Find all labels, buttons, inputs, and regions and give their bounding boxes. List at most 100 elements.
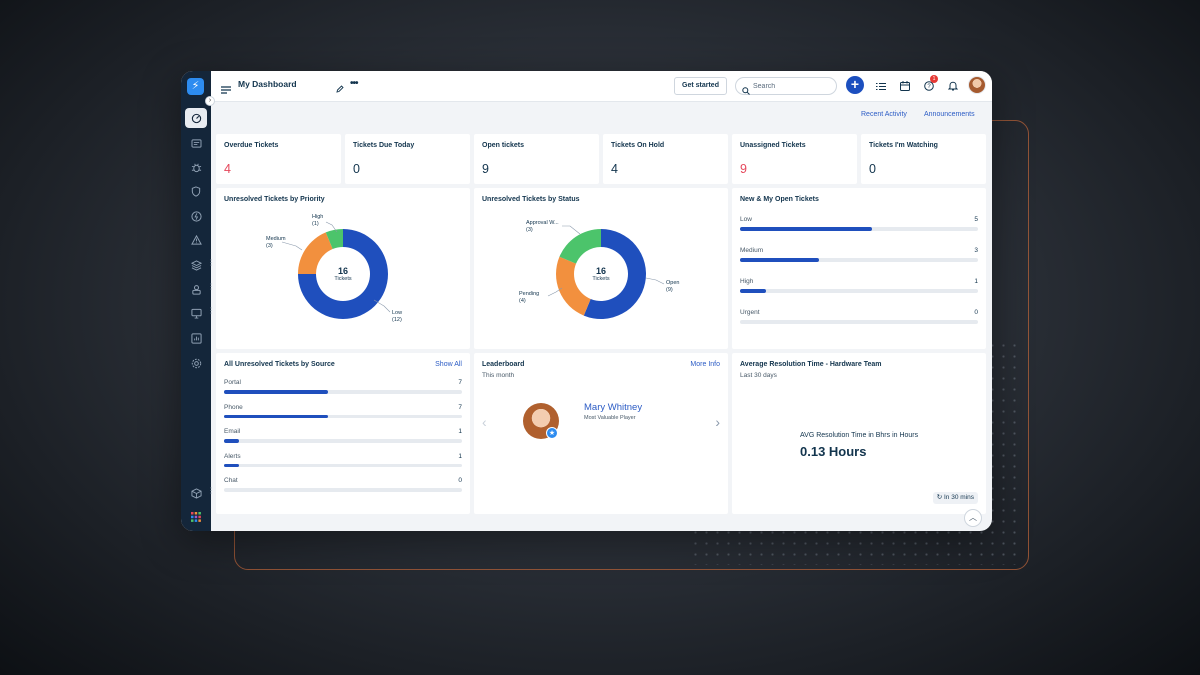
source-title: All Unresolved Tickets by Source [224,361,335,368]
bar-value: 3 [974,247,978,254]
summary-card-overdue[interactable]: Overdue Tickets 4 [216,134,341,184]
bar-row-portal[interactable]: Portal 7 [224,379,462,395]
bar-value: 1 [458,452,462,460]
label-leader-line [645,277,665,285]
search-icon [742,82,750,100]
more-info-link[interactable]: More Info [690,361,720,368]
bar-fill [224,414,329,418]
bell-icon[interactable] [946,79,960,93]
bar-value: 0 [974,309,978,316]
dashboard-icon[interactable] [185,108,207,128]
summary-card-label: Overdue Tickets [224,142,279,149]
shield-icon[interactable] [187,182,205,200]
donut-slice-medium[interactable] [298,232,333,274]
avg-resolution-value: 0.13 Hours [800,444,867,459]
summary-card-on-hold[interactable]: Tickets On Hold 4 [603,134,728,184]
summary-card-unassigned[interactable]: Unassigned Tickets 9 [732,134,857,184]
top-bar: My Dashboard ••• Get started + ? 1 [211,71,992,102]
bug-icon[interactable] [187,158,205,176]
refresh-icon: ↻ [936,494,943,501]
donut-slice-open[interactable] [583,229,646,319]
bar-row-alerts[interactable]: Alerts 1 [224,453,462,469]
monitor-icon[interactable] [187,304,205,322]
bar-row-urgent[interactable]: Urgent 0 [740,309,978,325]
bar-label: Chat [224,477,238,484]
status-label-pending: Pending (4) [519,291,540,304]
monitor-more-icon[interactable]: ⋮ [207,306,215,315]
leader-name[interactable]: Mary Whitney [584,402,643,413]
layers-icon[interactable] [187,256,205,274]
app-logo-icon[interactable]: ⚡ [187,78,204,95]
donut-slice-high[interactable] [325,229,343,250]
user-avatar[interactable] [968,76,986,94]
bar-track [740,289,978,293]
label-leader-line [325,221,338,233]
new-open-title: New & My Open Tickets [740,196,819,203]
new-item-button[interactable]: + [846,76,864,94]
bar-value: 1 [458,428,462,435]
avg-resolution-label: AVG Resolution Time in Bhrs in Hours [800,432,919,439]
show-all-link[interactable]: Show All [435,361,462,368]
summary-card-label: Open tickets [482,142,525,149]
contacts-icon[interactable] [187,280,205,298]
refresh-timer[interactable]: ↻ In 30 mins [932,492,978,504]
bar-label: Portal [224,379,241,386]
leaderboard-title: Leaderboard [482,361,525,368]
search-input[interactable] [753,81,833,92]
recent-activity-link[interactable]: Recent Activity [861,111,907,118]
contacts-more-icon[interactable]: ⋮ [207,282,215,291]
prev-arrow-icon[interactable]: ‹ [482,414,487,430]
avg-resolution-card: Average Resolution Time - Hardware Team … [732,353,986,514]
bar-value: 0 [458,477,462,484]
search-box[interactable] [735,77,837,95]
label-leader-line [547,287,563,297]
bar-row-high[interactable]: High 1 [740,278,978,294]
summary-card-label: Tickets On Hold [611,142,665,149]
summary-card-due-today[interactable]: Tickets Due Today 0 [345,134,470,184]
next-arrow-icon[interactable]: › [715,414,720,430]
summary-card-label: Unassigned Tickets [740,142,806,149]
get-started-button[interactable]: Get started [674,77,727,95]
status-donut-chart[interactable] [474,188,728,349]
donut-slice-approval-w-[interactable] [559,229,601,264]
bar-row-phone[interactable]: Phone 7 [224,404,462,420]
bar-row-email[interactable]: Email 1 [224,428,462,444]
apps-grid-icon[interactable] [187,508,205,526]
warning-icon[interactable] [187,231,205,249]
bar-row-chat[interactable]: Chat 0 [224,477,462,493]
status-center-value: 16 [595,266,606,276]
menu-icon[interactable] [221,81,231,99]
layers-more-icon[interactable]: ⋮ [207,258,215,267]
more-options-icon[interactable]: ••• [350,78,358,89]
settings-gear-icon[interactable] [187,354,205,372]
donut-slice-pending[interactable] [556,256,591,316]
leaderboard-subtitle: This month [482,372,515,379]
calendar-icon[interactable] [898,79,912,93]
summary-card-open[interactable]: Open tickets 9 [474,134,599,184]
lightning-icon[interactable] [187,207,205,225]
summary-card-watching[interactable]: Tickets I'm Watching 0 [861,134,986,184]
sidebar-collapse-button[interactable]: › [205,96,215,106]
new-open-tickets-card: New & My Open Tickets Low 5 Medium 3 High 1 Ur… [732,188,986,349]
label-leader-line [562,225,581,235]
priority-donut-chart[interactable] [216,188,470,349]
leaderboard-card: Leaderboard This month More Info ‹ ★ Mar… [474,353,728,514]
bar-row-low[interactable]: Low 5 [740,216,978,232]
status-label-open: Open (9) [666,280,680,293]
bar-row-medium[interactable]: Medium 3 [740,247,978,263]
bar-fill [740,289,767,293]
cube-more-icon[interactable]: ⋮ [207,486,215,495]
bar-label: Low [740,216,752,223]
announcements-link[interactable]: Announcements [924,111,975,118]
bar-value: 7 [458,403,462,411]
summary-card-value: 9 [740,162,747,176]
edit-pencil-icon[interactable] [336,80,344,98]
reports-icon[interactable] [187,329,205,347]
donut-slice-low[interactable] [298,229,388,319]
summary-card-value: 9 [482,162,489,176]
help-icon[interactable]: ? [922,79,936,93]
tickets-icon[interactable] [187,134,205,152]
scroll-to-top-button[interactable]: ︿ [964,509,982,527]
todo-list-icon[interactable] [874,79,888,93]
cube-icon[interactable] [187,484,205,502]
